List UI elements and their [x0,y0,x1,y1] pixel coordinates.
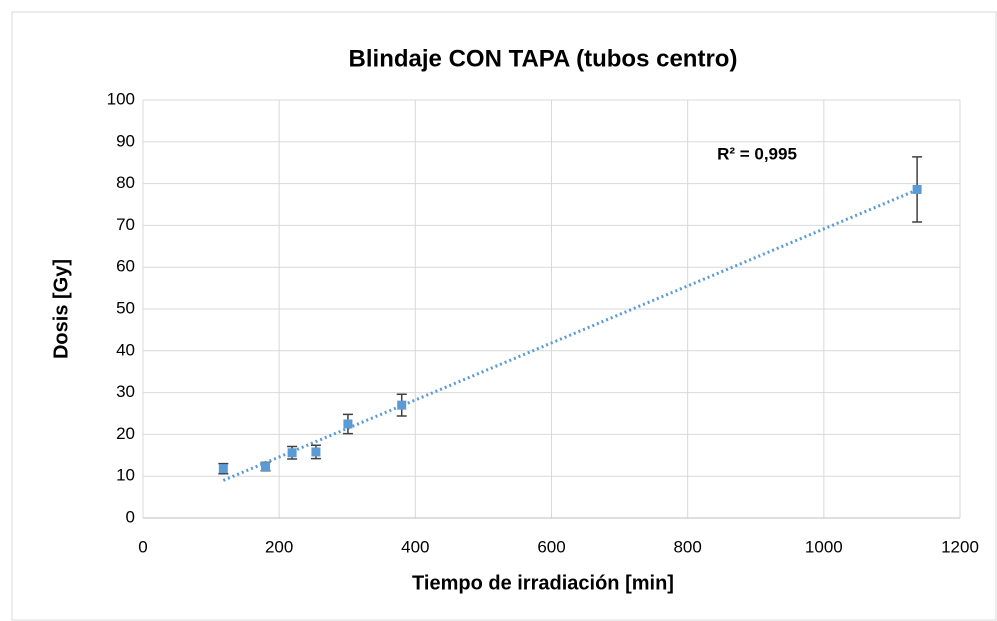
y-tick-label: 50 [116,298,135,317]
x-tick-label: 400 [401,537,429,556]
y-tick-label: 10 [116,466,135,485]
x-tick-label: 600 [537,537,565,556]
point [912,184,922,194]
chart-frame [11,11,997,621]
y-tick-label: 100 [107,89,135,108]
y-tick-label: 80 [116,173,135,192]
y-tick-label: 40 [116,340,135,359]
y-tick-label: 30 [116,382,135,401]
x-axis-label: Tiempo de irradiación [min] [412,572,674,594]
y-tick-label: 70 [116,215,135,234]
point [397,400,407,410]
point [218,464,228,474]
y-tick-label: 60 [116,257,135,276]
trendline [222,188,918,482]
point [311,447,321,457]
y-tick-label: 20 [116,424,135,443]
x-tick-label: 1000 [805,537,843,556]
x-tick-label: 1200 [941,537,979,556]
y-tick-label: 0 [126,507,135,526]
point [287,448,297,458]
chart-title: Blindaje CON TAPA (tubos centro) [349,45,738,72]
point [343,419,353,429]
x-tick-label: 0 [138,537,147,556]
point [261,462,271,472]
x-tick-label: 800 [673,537,701,556]
annotation: R² = 0,995 [717,144,797,163]
y-axis-label: Dosis [Gy] [50,259,72,359]
y-tick-label: 90 [116,131,135,150]
x-tick-label: 200 [265,537,293,556]
